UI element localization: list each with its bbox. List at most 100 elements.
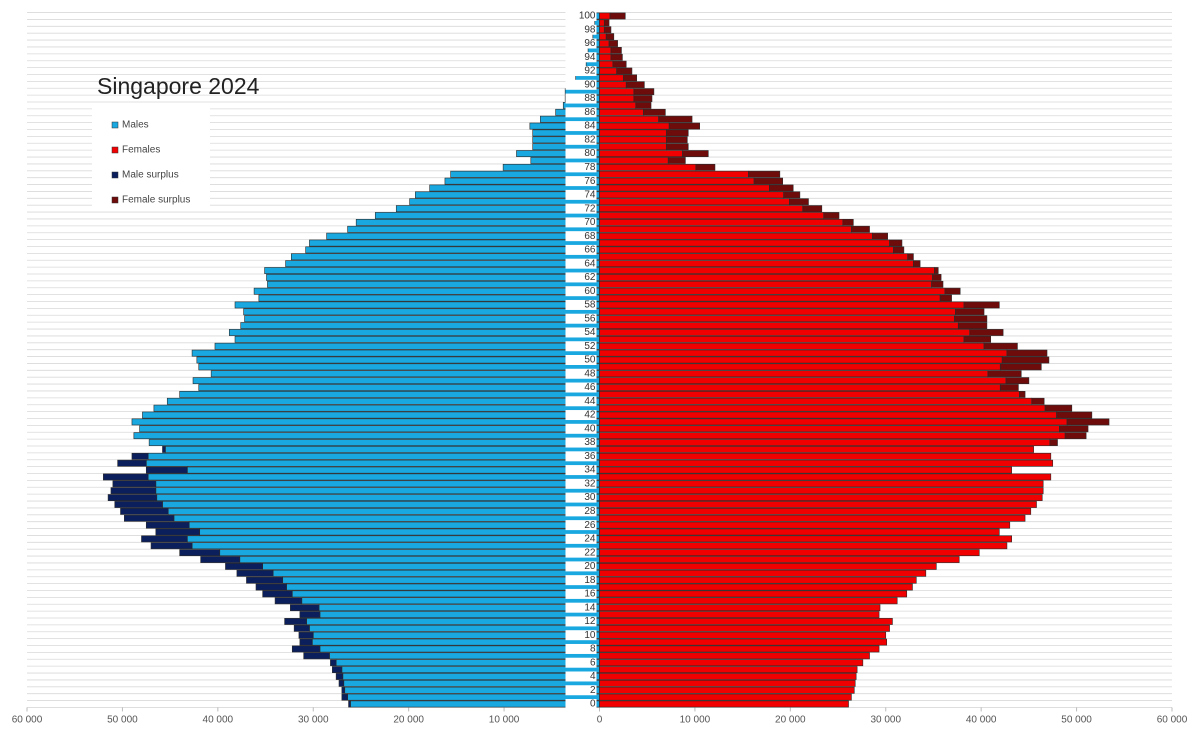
female-bar xyxy=(599,335,965,343)
female-bar xyxy=(599,673,857,680)
male-surplus-bar xyxy=(103,473,149,481)
female-bar xyxy=(599,679,856,687)
female-bar xyxy=(599,53,612,61)
female-bar xyxy=(599,686,855,694)
female-bar xyxy=(599,12,611,20)
male-bar xyxy=(155,487,600,495)
female-surplus-bar xyxy=(999,384,1019,391)
female-bar xyxy=(599,191,784,199)
female-surplus-bar xyxy=(1019,391,1026,398)
x-tick-label: 60 000 xyxy=(1157,715,1188,726)
x-tick-label: 10 000 xyxy=(680,715,711,726)
y-tick-label: 86 xyxy=(584,107,596,118)
female-surplus-bar xyxy=(665,143,689,151)
female-bar xyxy=(599,583,913,591)
female-surplus-bar xyxy=(667,157,686,164)
y-tick-label: 32 xyxy=(584,478,596,489)
female-surplus-bar xyxy=(695,163,716,171)
y-label-bg xyxy=(565,699,597,709)
male-surplus-bar xyxy=(348,700,351,708)
female-surplus-bar xyxy=(603,19,610,27)
x-tick-label: 0 xyxy=(597,715,603,726)
x-tick-label: 60 000 xyxy=(12,715,43,726)
male-bar xyxy=(198,363,600,371)
female-bar xyxy=(599,315,955,323)
y-tick-label: 94 xyxy=(584,52,596,63)
female-bar xyxy=(599,624,890,632)
y-label-bg xyxy=(565,533,597,544)
legend-label: Females xyxy=(122,145,160,156)
y-tick-label: 84 xyxy=(584,121,596,132)
y-tick-label: 46 xyxy=(584,382,596,393)
x-tick-label: 20 000 xyxy=(393,715,424,726)
y-label-bg xyxy=(565,478,597,489)
female-bar xyxy=(599,473,1052,481)
male-surplus-bar xyxy=(120,507,169,515)
male-bar xyxy=(196,356,600,364)
y-tick-label: 2 xyxy=(590,685,596,696)
y-label-bg xyxy=(565,630,597,641)
female-bar xyxy=(599,136,667,144)
y-label-bg xyxy=(565,657,597,668)
female-bar xyxy=(599,102,637,109)
y-tick-label: 76 xyxy=(584,176,596,187)
y-label-bg xyxy=(565,66,597,77)
y-tick-label: 54 xyxy=(584,327,596,338)
female-bar xyxy=(599,150,683,157)
y-label-bg xyxy=(565,258,597,269)
female-surplus-bar xyxy=(872,232,888,240)
female-bar xyxy=(599,535,1013,543)
female-surplus-bar xyxy=(963,335,992,343)
y-label-bg xyxy=(565,148,597,159)
male-bar xyxy=(239,556,600,563)
y-tick-label: 22 xyxy=(584,547,596,558)
y-tick-label: 68 xyxy=(584,231,596,242)
male-surplus-bar xyxy=(179,549,221,557)
female-surplus-bar xyxy=(954,315,988,323)
male-bar xyxy=(243,308,600,316)
y-label-bg xyxy=(565,176,597,187)
female-bar xyxy=(599,638,888,646)
male-bar xyxy=(291,590,600,598)
male-bar xyxy=(318,604,600,612)
female-bar xyxy=(599,129,667,137)
male-surplus-bar xyxy=(107,494,158,501)
male-surplus-bar xyxy=(155,528,201,536)
y-tick-label: 48 xyxy=(584,368,596,379)
female-bar xyxy=(599,404,1046,412)
female-surplus-bar xyxy=(633,95,653,102)
y-label-bg xyxy=(565,547,597,558)
male-bar xyxy=(341,666,600,673)
male-bar xyxy=(167,507,600,515)
male-surplus-bar xyxy=(200,556,241,563)
y-label-bg xyxy=(565,79,597,90)
female-bar xyxy=(599,507,1032,515)
female-surplus-bar xyxy=(1044,404,1073,412)
female-surplus-bar xyxy=(932,274,942,281)
x-tick-label: 50 000 xyxy=(1061,715,1092,726)
female-surplus-bar xyxy=(823,212,840,219)
female-bar xyxy=(599,652,870,660)
female-bar xyxy=(599,659,864,667)
female-bar xyxy=(599,604,881,612)
y-label-bg xyxy=(565,107,597,118)
female-surplus-bar xyxy=(1031,397,1045,405)
female-bar xyxy=(599,246,894,254)
legend-swatch xyxy=(111,171,119,179)
female-bar xyxy=(599,26,605,34)
y-tick-label: 20 xyxy=(584,561,596,572)
male-bar xyxy=(199,528,600,536)
legend-swatch xyxy=(111,146,119,154)
y-tick-label: 0 xyxy=(590,699,596,710)
female-bar xyxy=(599,618,893,625)
female-bar xyxy=(599,74,624,82)
female-surplus-bar xyxy=(934,267,939,274)
female-surplus-bar xyxy=(963,301,1000,309)
male-bar xyxy=(214,342,600,350)
x-tick-label: 10 000 xyxy=(489,715,520,726)
female-bar xyxy=(599,115,659,123)
y-label-bg xyxy=(565,506,597,517)
female-bar xyxy=(599,501,1037,508)
female-bar xyxy=(599,693,852,701)
